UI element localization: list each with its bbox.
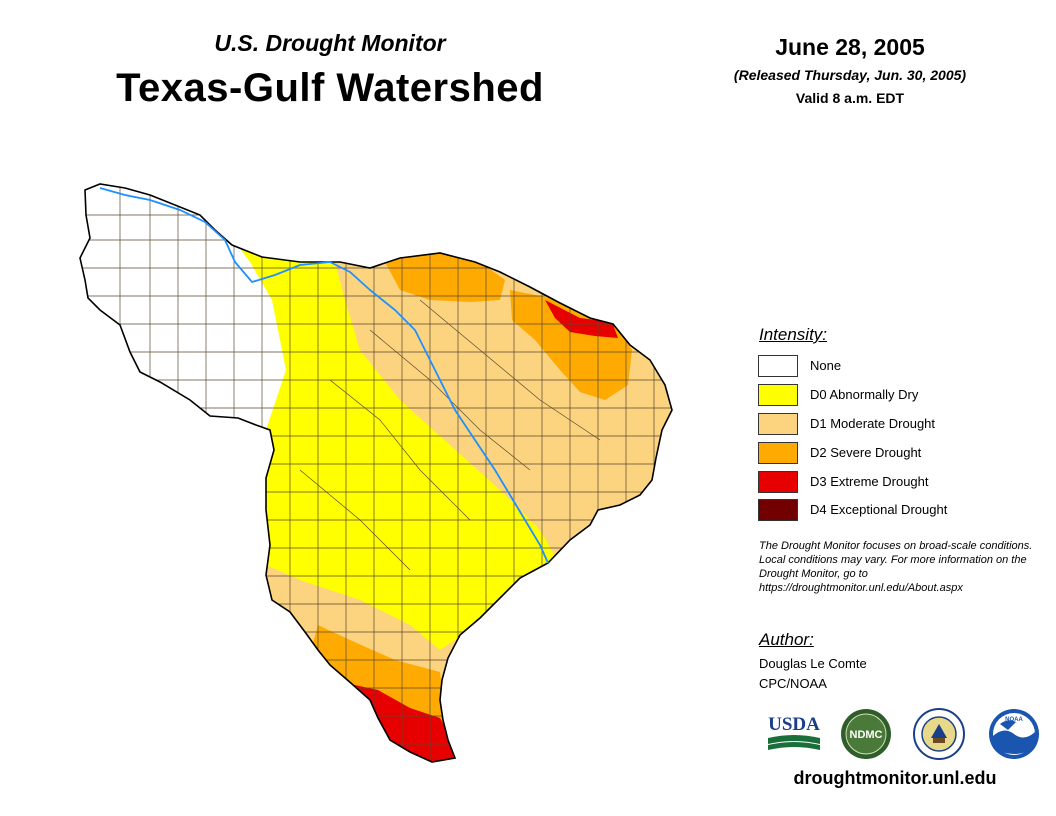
legend-label-d3: D3 Extreme Drought (810, 474, 929, 489)
commerce-seal-logo (913, 708, 965, 760)
drought-intensity-fill (80, 184, 672, 762)
d0-abnormally-dry-area (226, 230, 560, 650)
author-organization: CPC/NOAA (759, 676, 827, 691)
none-area (80, 184, 292, 440)
ndmc-logo-text: NDMC (850, 729, 883, 741)
usda-logo: USDA (768, 714, 820, 750)
legend-swatch-none (758, 355, 798, 377)
watershed-border (79, 183, 673, 763)
noaa-logo: NOAA (989, 709, 1039, 759)
watershed-map (79, 183, 673, 763)
author-name: Douglas Le Comte (759, 656, 867, 671)
legend-label-d0: D0 Abnormally Dry (810, 387, 919, 402)
map-title: Texas-Gulf Watershed (116, 66, 544, 110)
d3-extreme-area-northeast (545, 300, 618, 338)
river-line (99, 187, 549, 564)
legend-swatch-d0 (758, 384, 798, 406)
legend-label-d4: D4 Exceptional Drought (810, 502, 948, 517)
legend-label-d2: D2 Severe Drought (810, 445, 922, 460)
map-subtitle: U.S. Drought Monitor (214, 30, 446, 56)
ndmc-logo: NDMC (841, 709, 891, 759)
legend-swatch-d2 (758, 442, 798, 464)
map-date: June 28, 2005 (775, 34, 925, 60)
website-link[interactable]: droughtmonitor.unl.edu (793, 768, 997, 788)
release-date: (Released Thursday, Jun. 30, 2005) (733, 67, 967, 83)
author-heading: Author: (759, 630, 814, 649)
noaa-logo-text: NOAA (1005, 717, 1023, 723)
legend-label-none: None (810, 358, 842, 373)
usda-logo-text: USDA (768, 714, 820, 735)
legend-title: Intensity: (759, 325, 828, 344)
legend-swatch-d4 (758, 499, 798, 521)
legend-label-d1: D1 Moderate Drought (810, 416, 936, 431)
d2-severe-area-north (385, 250, 505, 302)
legend-swatch-d3 (758, 471, 798, 493)
valid-time: Valid 8 a.m. EDT (795, 90, 905, 106)
legend-swatch-d1 (758, 413, 798, 435)
disclaimer-note: The Drought Monitor focuses on broad-sca… (759, 540, 1033, 594)
